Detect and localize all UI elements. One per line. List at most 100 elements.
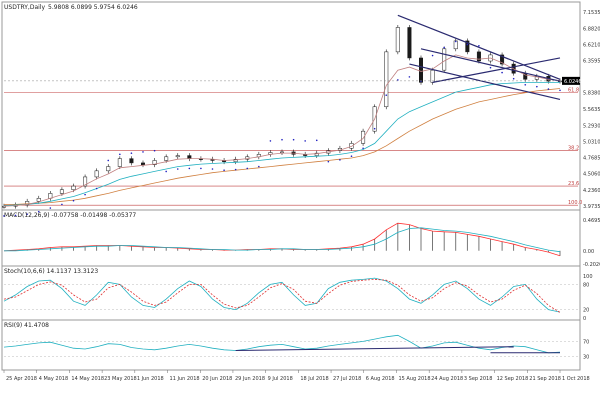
stoch-tick-label: 20 (583, 308, 589, 314)
price-tick-label: 4.5060 (583, 172, 600, 178)
symbol-label: USDTRY,Daily (4, 4, 45, 11)
candle-body (36, 198, 41, 202)
sar-dot (14, 214, 17, 217)
price-tick-label: 5.5635 (583, 107, 600, 113)
sar-dot (397, 79, 399, 81)
sar-dot (142, 151, 144, 153)
sar-dot (153, 149, 156, 152)
stoch-tick-label: 80 (583, 282, 589, 288)
sar-dot (315, 139, 318, 142)
price-tick-label: 7.1535 (583, 10, 600, 16)
x-tick-label: 29 Jun 2018 (235, 376, 265, 382)
candle-body (152, 160, 157, 165)
price-tick-label: 6.3595 (583, 58, 600, 64)
macd-signal-line (4, 227, 561, 253)
candle-body (419, 57, 423, 83)
rsi-layer (3, 334, 578, 357)
rsi-panel (1, 319, 581, 371)
sar-dot (49, 207, 52, 209)
price-tick-label: 5.2930 (583, 124, 600, 130)
price-tick-label: 5.8380 (583, 90, 600, 96)
sar-dot (559, 89, 561, 92)
candle-body (349, 143, 354, 149)
x-tick-label: 23 May 2018 (104, 376, 137, 382)
x-tick-label: 9 Jul 2018 (268, 376, 293, 382)
sar-dot (489, 66, 492, 69)
axis-layer: 7.1535 6.8820 6.6210 6.3595 5.8380 5.5635 5.29… (3, 10, 600, 382)
price-tick-label: 4.2360 (583, 188, 600, 194)
price-tick-label: 6.8820 (583, 27, 600, 33)
sar-dot (223, 169, 225, 172)
sar-dot (234, 168, 237, 171)
candle-body (476, 51, 481, 62)
sar-dot (339, 159, 341, 161)
candle-body (500, 54, 505, 65)
stoch-layer (3, 277, 578, 313)
candle-body (187, 155, 192, 159)
sar-dot (165, 170, 167, 173)
fib-label: 38.2 (568, 145, 579, 151)
ohlc-label: 5.9808 6.0899 5.9754 6.0246 (48, 4, 138, 11)
sar-dot (61, 203, 63, 206)
sar-dot (72, 199, 75, 202)
candle-body (395, 27, 400, 53)
ma-slow-line (4, 88, 561, 205)
rsi-title: RSI(9) 41.4708 (4, 322, 49, 329)
sar-dot (292, 138, 295, 141)
x-tick-label: 14 May 2018 (71, 376, 104, 382)
current-price-box (562, 76, 580, 85)
sar-dot (408, 76, 411, 78)
sar-dot (501, 71, 503, 74)
rsi-trendline (235, 346, 514, 352)
macd-tick-label: -0.202044 (583, 262, 600, 268)
sar-dot (281, 138, 283, 141)
current-price-label: 6.0246 (564, 79, 582, 85)
fib-label: 100.0 (568, 200, 582, 206)
x-tick-label: 18 Jul 2018 (300, 376, 328, 382)
sar-dot (258, 165, 260, 168)
sar-dot (107, 159, 110, 162)
trendline-rising (432, 57, 561, 83)
stoch-tick-label: 100 (583, 274, 593, 280)
candle-body (465, 40, 470, 53)
sar-dot (84, 193, 86, 196)
stoch-title: Stoch(10,6,6) 14.1137 13.3123 (4, 268, 98, 275)
sar-dot (304, 140, 306, 142)
sar-dot (466, 43, 469, 46)
x-tick-label: 25 Apr 2018 (6, 376, 37, 382)
candle-body (141, 162, 145, 165)
rsi-tick-label: 70 (583, 339, 589, 345)
ma-fast-line (3, 54, 561, 207)
candle-body (361, 130, 366, 144)
x-tick-label: 1 Jun 2018 (137, 376, 164, 382)
x-tick-label: 12 Sep 2018 (497, 376, 529, 382)
sar-dot (443, 46, 445, 49)
candle-body (25, 201, 30, 206)
sar-dot (246, 167, 249, 170)
candle-body (59, 189, 64, 194)
sar-dot (200, 167, 202, 170)
sar-dot (362, 147, 364, 150)
sar-dot (188, 167, 191, 170)
sar-dot (176, 168, 179, 170)
sar-dot (269, 140, 272, 142)
candle-body (117, 158, 122, 167)
sar-dot (431, 54, 434, 57)
x-tick-label: 11 Jun 2018 (170, 376, 200, 382)
sar-dot (478, 44, 480, 47)
stoch-tick-label: 0 (583, 316, 586, 322)
sar-dot (327, 160, 330, 163)
x-tick-label: 21 Sep 2018 (529, 376, 561, 382)
candle-body (2, 205, 6, 208)
sar-dot (454, 40, 457, 43)
candle-body (384, 51, 389, 108)
x-tick-label: 24 Aug 2018 (431, 376, 463, 382)
price-layer: 61.8 38.2 23.6 100.0 6.0246 (2, 14, 582, 217)
sar-dot (3, 215, 5, 217)
sar-dot (512, 77, 515, 80)
sar-dot (385, 94, 388, 96)
macd-title: MACD(12,26,9) -0.07758 -0.01498 -0.05377 (4, 212, 136, 219)
trendline-upper (397, 14, 561, 80)
sar-dot (536, 85, 538, 88)
